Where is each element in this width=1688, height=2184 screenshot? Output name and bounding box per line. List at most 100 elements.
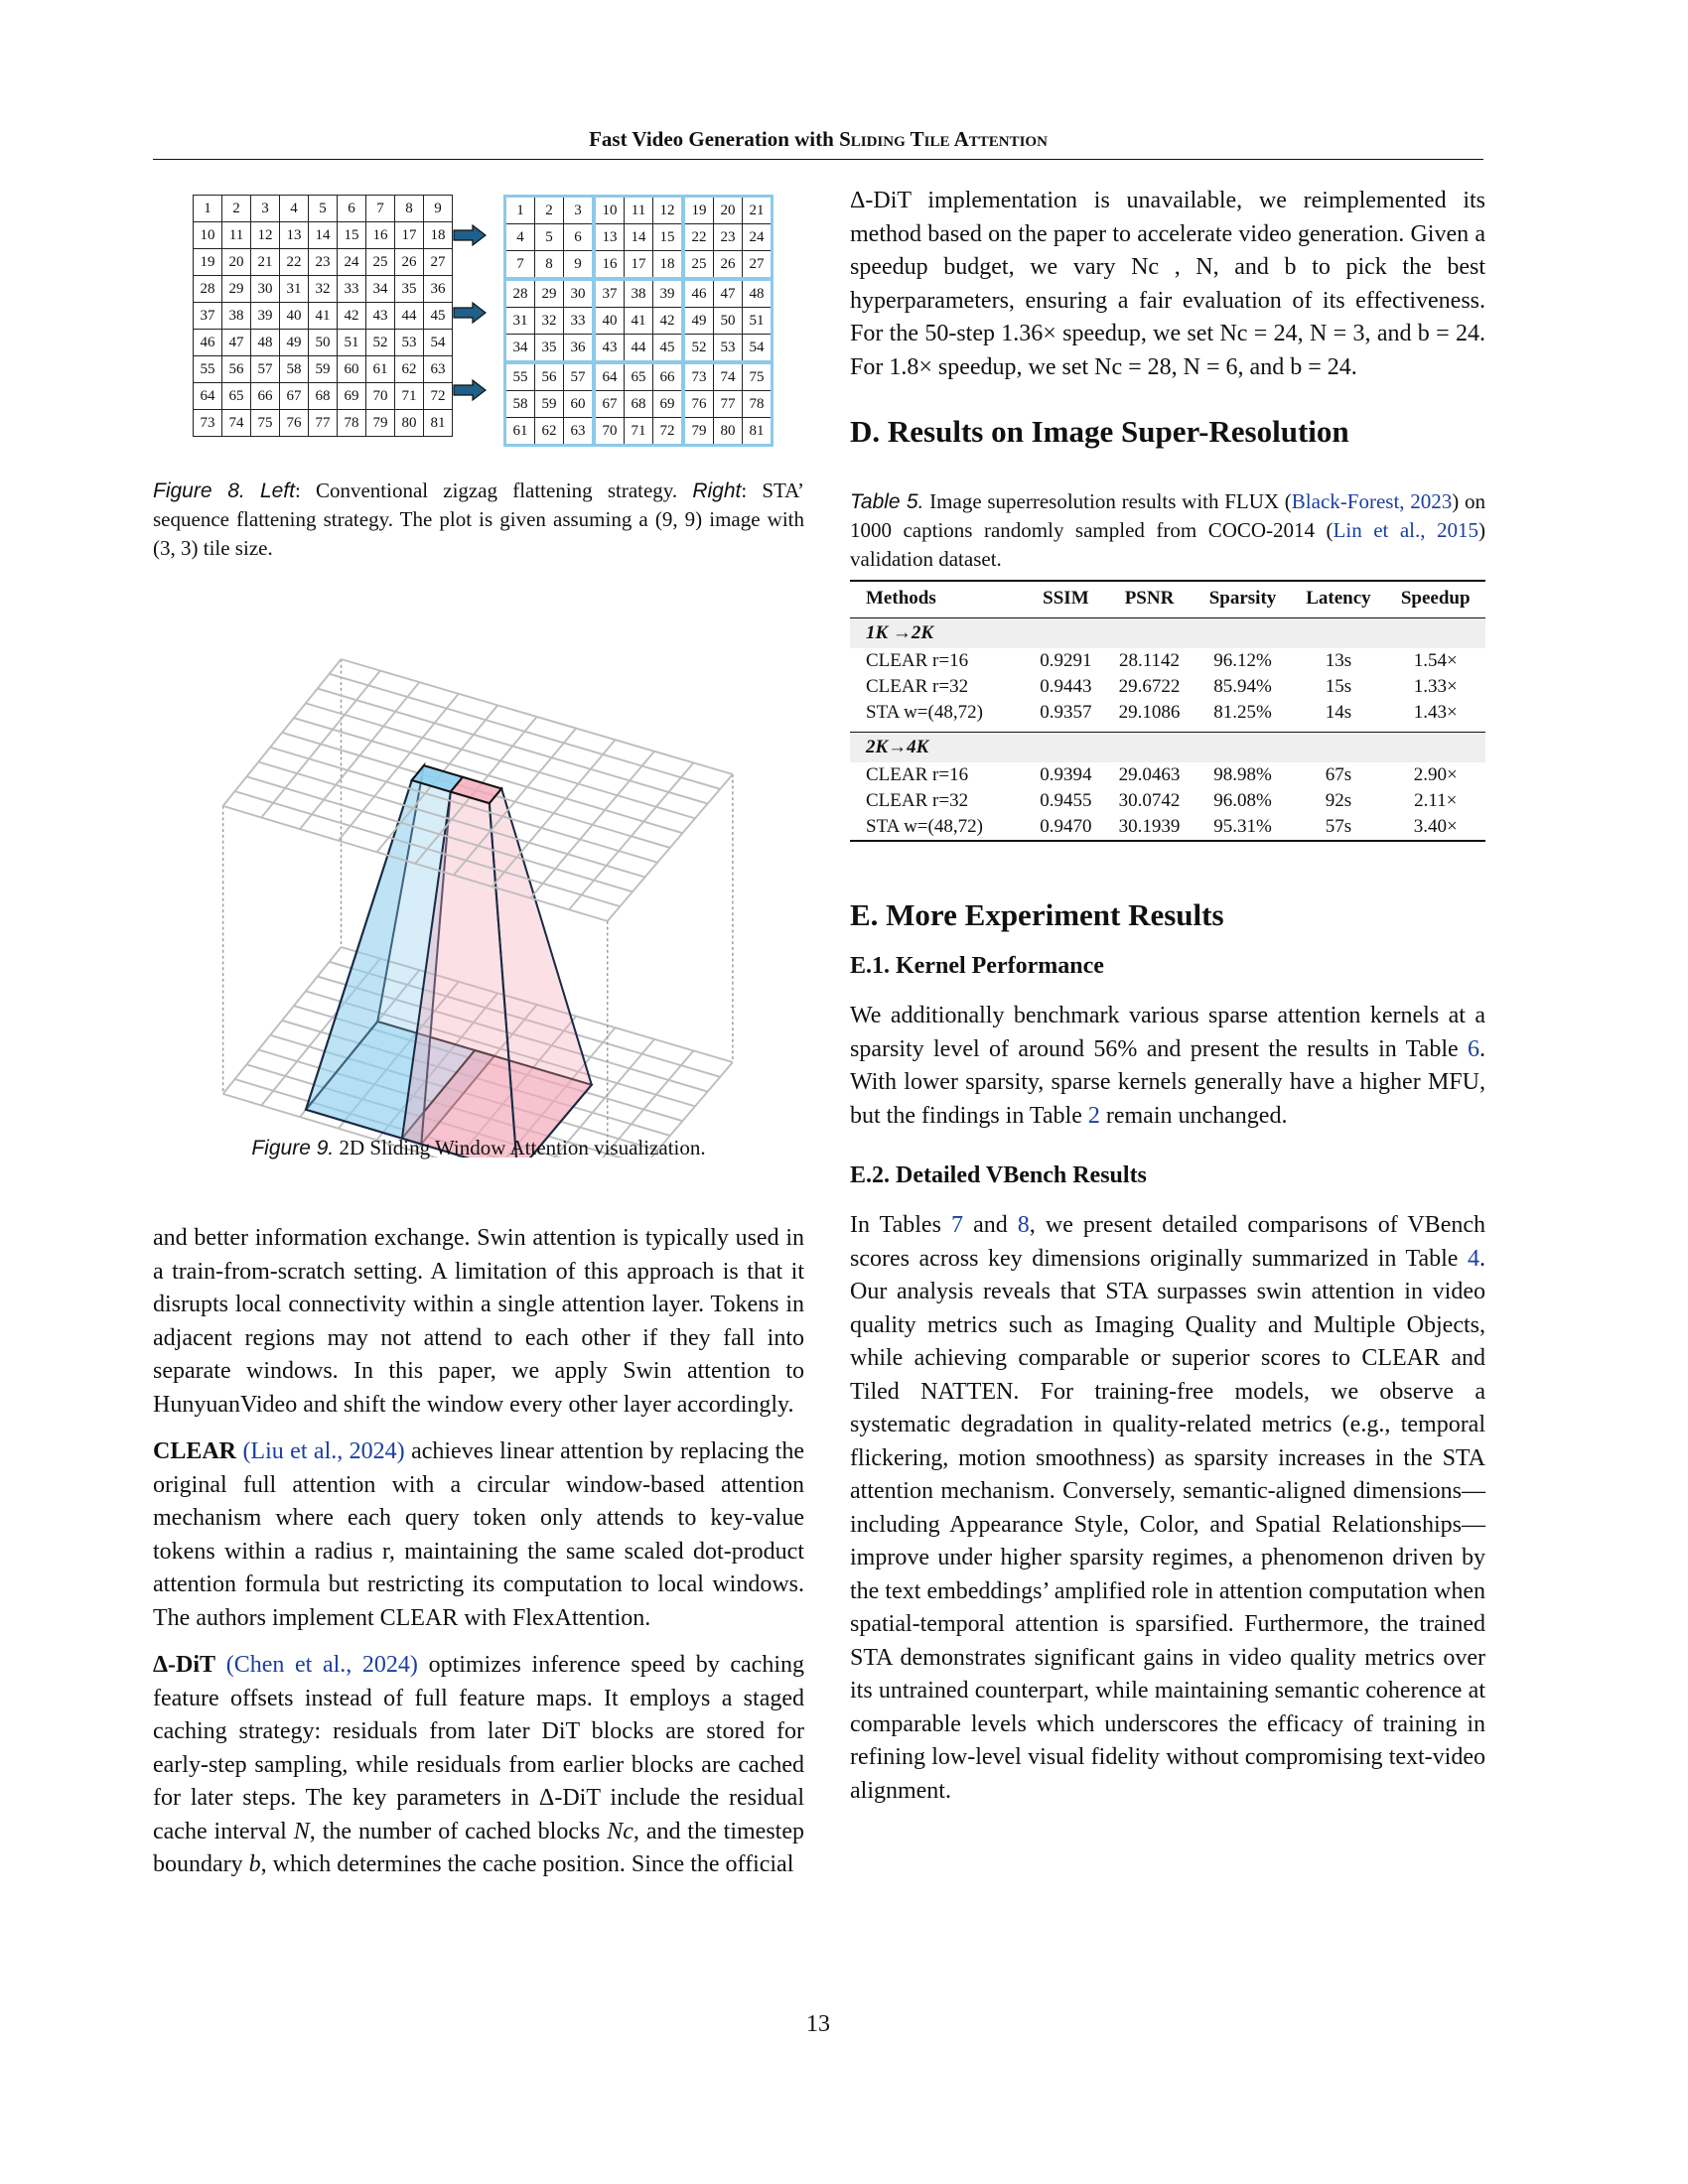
table-2-ref-link[interactable]: 2 — [1087, 1102, 1100, 1129]
grid-cell: 67 — [593, 390, 625, 418]
grid-cell: 76 — [682, 390, 714, 418]
grid-cell: 47 — [713, 278, 743, 308]
table5-text-1: Image superresolution results with FLUX … — [923, 489, 1292, 513]
bottom-grid-line — [649, 1061, 734, 1158]
header-rule — [153, 159, 1483, 160]
delta-dit-continuation: Δ-DiT implementation is unavailable, we … — [850, 188, 1485, 380]
grid-cell: 52 — [365, 329, 395, 356]
grid-cell: 3 — [563, 196, 596, 224]
grid-row: 31 32 33 40 41 42 49 50 51 — [504, 307, 773, 335]
lin-citation-link[interactable]: Lin et al., 2015 — [1333, 518, 1478, 542]
table-4-ref-link[interactable]: 4 — [1468, 1245, 1479, 1272]
subsection-e1-heading: E.1. Kernel Performance — [850, 953, 1104, 979]
top-grid-line — [234, 790, 621, 908]
grid-cell: 32 — [308, 275, 338, 303]
grid-cell: 61 — [365, 355, 395, 383]
grid-cell: 44 — [624, 334, 653, 364]
grid-cell: 35 — [394, 275, 424, 303]
header-title-lead: Fast Video Generation with — [589, 127, 840, 151]
grid-cell: 74 — [221, 409, 251, 437]
grid-cell: 41 — [308, 302, 338, 330]
table-cell: 29.6722 — [1118, 676, 1181, 697]
grid-cell: 33 — [563, 307, 596, 335]
table-cell: 1.43× — [1413, 702, 1458, 723]
grid-cell: 36 — [423, 275, 453, 303]
grid-cell: 72 — [423, 382, 453, 410]
grid-cell: 81 — [423, 409, 453, 437]
table-6-ref-link[interactable]: 6 — [1468, 1035, 1479, 1062]
grid-cell: 76 — [279, 409, 309, 437]
grid-cell: 7 — [365, 195, 395, 222]
caption-left-word: Left — [259, 479, 295, 502]
table5-text-3: ) validation dataset. — [850, 518, 1485, 571]
grid-cell: 71 — [394, 382, 424, 410]
grid-cell: 19 — [682, 196, 714, 224]
grid-cell: 57 — [563, 361, 596, 391]
grid-cell: 9 — [423, 195, 453, 222]
grid-cell: 70 — [365, 382, 395, 410]
table-8-ref-link[interactable]: 8 — [1017, 1212, 1030, 1238]
delta-dit-citation-link[interactable]: (Chen et al., 2024) — [225, 1652, 418, 1678]
grid-cell: 73 — [682, 361, 714, 391]
grid-cell: 43 — [593, 334, 625, 364]
grid-cell: 78 — [337, 409, 366, 437]
clear-paragraph: CLEAR (Liu et al., 2024) achieves linear… — [153, 1435, 804, 1635]
grid-cell: 43 — [365, 302, 395, 330]
table-row: CLEAR r=16 0.9394 29.0463 98.98% 67s 2.90× — [850, 762, 1485, 788]
grid-cell: 48 — [742, 278, 773, 308]
grid-cell: 17 — [624, 250, 653, 281]
grid-cell: 46 — [682, 278, 714, 308]
grid-cell: 41 — [624, 307, 653, 335]
grid-cell: 47 — [221, 329, 251, 356]
left-column: 1 2 3 4 5 6 7 8 9 10 11 12 13 14 15 16 17 18 19 20 21 22 23 24 2… — [153, 185, 804, 1877]
grid-cell: 60 — [337, 355, 366, 383]
e2-text-3: , we present detailed comparisons of VBe… — [850, 1212, 1485, 1272]
grid-cell: 11 — [624, 196, 653, 224]
grid-row: 58 59 60 67 68 69 76 77 78 — [504, 390, 773, 418]
grid-cell: 79 — [682, 417, 714, 446]
clear-title: CLEAR — [153, 1438, 237, 1464]
grid-cell: 20 — [221, 248, 251, 276]
e1-text-3: remain unchanged. — [1099, 1102, 1288, 1129]
top-grid-line — [258, 760, 645, 879]
clear-citation-link[interactable]: (Liu et al., 2024) — [242, 1438, 405, 1464]
table-cell: 13s — [1325, 650, 1352, 671]
table-row: CLEAR r=32 0.9455 30.0742 96.08% 92s 2.11× — [850, 788, 1485, 814]
table-row: CLEAR r=16 0.9291 28.1142 96.12% 13s 1.54× — [850, 648, 1485, 674]
table-cell: 0.9470 — [1040, 816, 1092, 837]
grid-cell: 28 — [504, 278, 535, 308]
grid-cell: 38 — [221, 302, 251, 330]
table-cell: 14s — [1325, 702, 1352, 723]
grid-cell: 65 — [624, 361, 653, 391]
table-cell: 3.40× — [1413, 816, 1458, 837]
black-forest-citation-link[interactable]: Black-Forest, 2023 — [1291, 489, 1453, 513]
table-cell: 29.1086 — [1118, 702, 1181, 723]
grid-cell: 57 — [250, 355, 280, 383]
grid-cell: 22 — [682, 223, 714, 251]
table-cell: CLEAR r=32 — [866, 676, 969, 697]
table-cell: 81.25% — [1213, 702, 1272, 723]
top-grid-line — [529, 751, 655, 899]
grid-row: 64 65 66 67 68 69 70 71 72 — [193, 382, 453, 410]
group-row: 1K →2K — [850, 617, 1485, 648]
grid-cell: 46 — [193, 329, 222, 356]
grid-cell: 42 — [652, 307, 685, 335]
grid-cell: 16 — [365, 221, 395, 249]
grid-cell: 71 — [624, 417, 653, 446]
grid-cell: 8 — [534, 250, 564, 281]
grid-cell: 11 — [221, 221, 251, 249]
grid-cell: 45 — [652, 334, 685, 364]
grid-cell: 55 — [193, 355, 222, 383]
grid-cell: 62 — [394, 355, 424, 383]
grid-cell: 24 — [742, 223, 773, 251]
grid-row: 28 29 30 31 32 33 34 35 36 — [193, 275, 453, 303]
grid-cell: 66 — [652, 361, 685, 391]
grid-row: 34 35 36 43 44 45 52 53 54 — [504, 334, 773, 364]
table-cell: CLEAR r=32 — [866, 790, 969, 811]
table5-text-2: ) on 1000 captions randomly sampled from… — [850, 489, 1485, 542]
grid-row: 28 29 30 37 38 39 46 47 48 — [504, 278, 773, 308]
grid-cell: 13 — [593, 223, 625, 251]
table-7-ref-link[interactable]: 7 — [951, 1212, 963, 1238]
grid-cell: 38 — [624, 278, 653, 308]
bottom-grid-line — [601, 1049, 695, 1158]
